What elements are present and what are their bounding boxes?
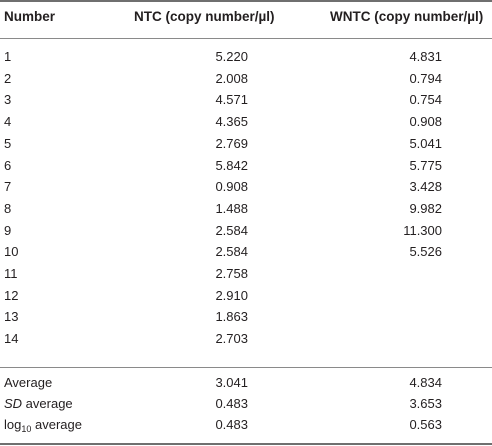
header-rule — [0, 38, 492, 39]
row-number-cell: 13 — [4, 309, 19, 325]
summary-row-sd-average: SD average 0.483 3.653 — [0, 394, 492, 414]
table-row: 4 4.365 0.908 — [0, 112, 492, 132]
row-number-cell: 14 — [4, 331, 19, 347]
row-ntc-cell: 0.908 — [215, 179, 248, 195]
row-ntc-cell: 4.571 — [215, 92, 248, 108]
row-number-cell: 9 — [4, 222, 12, 238]
log-average-ntc: 0.483 — [215, 417, 248, 432]
row-wntc-cell: 4.831 — [409, 49, 442, 64]
header-ntc: NTC (copy number/µl) — [134, 9, 275, 24]
log-label-sub: 10 — [21, 424, 32, 434]
sd-average-wntc: 3.653 — [409, 396, 442, 411]
table-row: 7 0.908 3.428 — [0, 177, 492, 197]
table-row: 13 1.863 — [0, 307, 492, 327]
average-wntc: 4.834 — [409, 375, 442, 390]
table-row: 1 5.220 4.831 — [0, 47, 492, 67]
summary-rule — [0, 367, 492, 368]
row-wntc-cell: 5.041 — [409, 135, 442, 151]
table-row: 14 2.703 — [0, 329, 492, 349]
sd-label-italic: SD — [4, 396, 23, 411]
row-number-cell: 7 — [4, 179, 12, 195]
bottom-rule — [0, 443, 492, 445]
header-number: Number — [4, 9, 56, 24]
table-row: 10 2.584 5.526 — [0, 242, 492, 262]
row-ntc-cell: 5.842 — [215, 157, 248, 173]
sd-label-rest: average — [22, 396, 73, 411]
table-row: 2 2.008 0.794 — [0, 69, 492, 89]
log-average-wntc: 0.563 — [409, 417, 442, 432]
row-wntc-cell: 0.908 — [409, 114, 442, 130]
table-header: Number NTC (copy number/µl) WNTC (copy n… — [0, 0, 492, 38]
row-number-cell: 10 — [4, 244, 19, 260]
row-wntc-cell: 5.526 — [409, 244, 442, 260]
table-row: 8 1.488 9.982 — [0, 199, 492, 219]
average-label: Average — [4, 375, 53, 390]
row-ntc-cell: 2.769 — [215, 135, 248, 151]
row-number-cell: 11 — [4, 266, 18, 281]
row-wntc-cell: 11.300 — [403, 222, 442, 238]
row-number-cell: 12 — [4, 287, 19, 303]
summary-row-average: Average 3.041 4.834 — [0, 373, 492, 393]
row-number-cell: 5 — [4, 135, 12, 151]
row-number-cell: 4 — [4, 114, 12, 130]
table-row: 3 4.571 0.754 — [0, 90, 492, 110]
row-wntc-cell: 9.982 — [409, 200, 442, 216]
average-ntc: 3.041 — [215, 375, 248, 390]
sd-average-label: SD average — [4, 394, 73, 414]
row-number-cell: 3 — [4, 92, 12, 108]
row-ntc-cell: 2.008 — [215, 70, 248, 86]
row-ntc-cell: 1.488 — [215, 200, 248, 216]
row-number-cell: 1 — [4, 49, 12, 64]
row-number-cell: 6 — [4, 157, 12, 173]
log-average-label: log10 average — [4, 415, 82, 435]
row-ntc-cell: 1.863 — [215, 309, 248, 325]
row-ntc-cell: 2.910 — [215, 287, 248, 303]
row-ntc-cell: 2.703 — [215, 331, 248, 347]
top-rule — [0, 0, 492, 2]
header-wntc: WNTC (copy number/µl) — [330, 9, 484, 24]
log-label-rest: average — [31, 417, 82, 432]
row-number-cell: 8 — [4, 200, 12, 216]
table-row: 6 5.842 5.775 — [0, 156, 492, 176]
row-wntc-cell: 3.428 — [409, 179, 442, 195]
log-label-prefix: log — [4, 417, 22, 432]
summary-row-log-average: log10 average 0.483 0.563 — [0, 415, 492, 435]
row-ntc-cell: 4.365 — [215, 114, 248, 130]
row-ntc-cell: 5.220 — [215, 49, 248, 64]
table-row: 11 2.758 — [0, 264, 492, 284]
table-row: 5 2.769 5.041 — [0, 134, 492, 154]
sd-average-ntc: 0.483 — [215, 396, 248, 411]
row-wntc-cell: 0.794 — [409, 70, 442, 86]
row-ntc-cell: 2.584 — [215, 244, 248, 260]
row-ntc-cell: 2.584 — [215, 222, 248, 238]
row-wntc-cell: 0.754 — [409, 92, 442, 108]
row-ntc-cell: 2.758 — [215, 266, 248, 281]
table-row: 12 2.910 — [0, 286, 492, 306]
row-wntc-cell: 5.775 — [409, 157, 442, 173]
row-number-cell: 2 — [4, 70, 12, 86]
table-row: 9 2.584 11.300 — [0, 221, 492, 241]
